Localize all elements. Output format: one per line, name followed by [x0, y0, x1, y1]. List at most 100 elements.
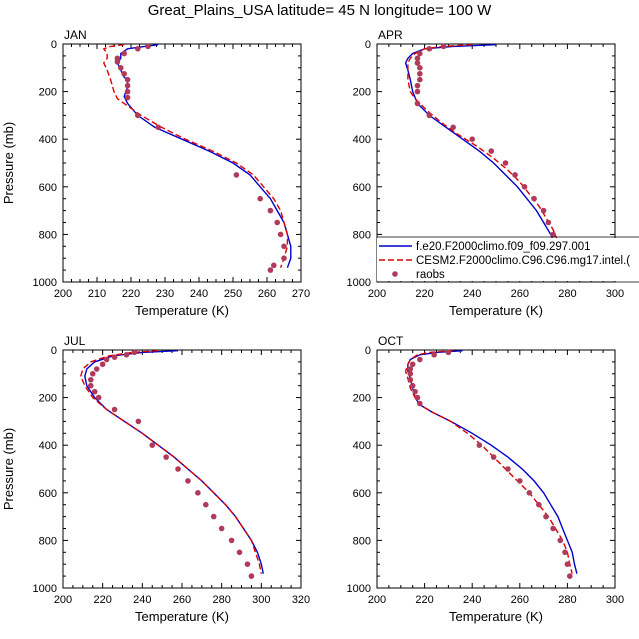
raobs-point	[131, 349, 138, 356]
y-tick-label: 800	[39, 535, 57, 547]
figure-title: Great_Plains_USA latitude= 45 N longitud…	[147, 2, 492, 19]
model1-line	[116, 44, 292, 268]
raobs-point	[407, 376, 414, 383]
y-tick-label: 200	[39, 393, 57, 405]
raobs-point	[99, 361, 106, 368]
legend-label: f.e20.F2000climo.f09_f09.297.001	[416, 241, 591, 253]
panel-label: JUL	[64, 334, 86, 348]
raobs-point	[417, 70, 423, 77]
raobs-point	[502, 160, 509, 166]
raobs-point	[540, 207, 547, 214]
raobs-point	[417, 65, 423, 71]
raobs-point	[210, 513, 217, 520]
x-tick-label: 220	[122, 288, 140, 300]
raobs-point	[490, 454, 497, 460]
raobs-point	[274, 219, 281, 226]
raobs-point	[450, 124, 456, 131]
y-tick-label: 0	[51, 39, 57, 51]
y-tick-label: 200	[353, 393, 371, 405]
raobs-point	[531, 195, 537, 202]
model1-line	[407, 350, 578, 574]
raobs-point	[417, 356, 423, 363]
y-tick-label: 800	[353, 535, 371, 547]
raobs-point	[417, 76, 423, 83]
x-tick-label: 250	[224, 288, 242, 300]
x-tick-label: 240	[463, 594, 481, 606]
y-tick-label: 0	[365, 345, 371, 357]
raobs-point	[87, 382, 94, 389]
raobs-point	[118, 65, 124, 71]
raobs-point	[267, 207, 274, 214]
x-axis-label: Temperature (K)	[449, 303, 543, 318]
raobs-point	[409, 382, 416, 389]
raobs-point	[469, 136, 476, 142]
x-tick-label: 220	[93, 594, 111, 606]
x-tick-label: 200	[54, 288, 72, 300]
raobs-point	[114, 59, 121, 65]
raobs-point	[124, 94, 131, 101]
y-tick-label: 800	[39, 229, 57, 241]
raobs-point	[228, 537, 235, 544]
raobs-point	[195, 490, 201, 496]
x-tick-label: 320	[292, 594, 310, 606]
model1-line	[404, 44, 561, 268]
raobs-point	[271, 262, 277, 269]
x-tick-label: 260	[258, 288, 276, 300]
x-tick-label: 300	[606, 288, 624, 300]
y-axis-label: Pressure (mb)	[1, 122, 16, 204]
y-tick-label: 200	[353, 87, 371, 99]
x-tick-label: 220	[415, 594, 433, 606]
raobs-point	[545, 219, 552, 226]
x-tick-label: 210	[88, 288, 106, 300]
raobs-point	[277, 231, 284, 238]
raobs-point	[91, 388, 98, 395]
raobs-point	[123, 351, 130, 358]
raobs-point	[417, 400, 423, 407]
raobs-point	[562, 549, 568, 556]
y-tick-label: 600	[353, 488, 371, 500]
raobs-point	[248, 573, 255, 579]
raobs-point	[414, 55, 421, 62]
y-tick-label: 0	[51, 345, 57, 357]
raobs-point	[95, 394, 102, 401]
raobs-point	[124, 82, 131, 89]
x-tick-label: 270	[292, 288, 310, 300]
x-axis-label: Temperature (K)	[135, 303, 229, 318]
raobs-point	[521, 184, 528, 190]
raobs-point	[414, 88, 421, 95]
y-tick-label: 1000	[33, 583, 57, 595]
raobs-point	[281, 243, 287, 250]
x-axis-label: Temperature (K)	[449, 609, 543, 624]
raobs-point	[135, 45, 141, 52]
raobs-point	[135, 112, 141, 119]
raobs-point	[203, 501, 209, 508]
x-tick-label: 240	[133, 594, 151, 606]
raobs-point	[414, 82, 421, 89]
x-tick-label: 260	[511, 288, 529, 300]
legend-swatch-dot	[392, 271, 398, 277]
raobs-point	[145, 43, 151, 50]
y-tick-label: 800	[353, 229, 371, 241]
model2-line	[404, 350, 573, 574]
x-tick-label: 230	[156, 288, 174, 300]
x-tick-label: 260	[511, 594, 529, 606]
y-tick-label: 1000	[33, 277, 57, 289]
raobs-point	[505, 466, 511, 472]
raobs-point	[124, 76, 131, 83]
raobs-point	[536, 501, 542, 508]
model1-line	[84, 350, 264, 574]
raobs-point	[414, 100, 421, 107]
raobs-point	[244, 561, 251, 567]
raobs-point	[512, 172, 518, 178]
y-axis-label: Pressure (mb)	[1, 428, 16, 510]
raobs-point	[281, 255, 287, 261]
raobs-point	[426, 112, 433, 119]
x-tick-label: 220	[415, 288, 433, 300]
raobs-point	[550, 525, 556, 532]
raobs-point	[257, 195, 264, 202]
y-tick-label: 1000	[347, 277, 371, 289]
raobs-point	[124, 88, 131, 95]
raobs-point	[517, 478, 523, 484]
raobs-point	[488, 148, 495, 154]
x-tick-label: 300	[252, 594, 270, 606]
